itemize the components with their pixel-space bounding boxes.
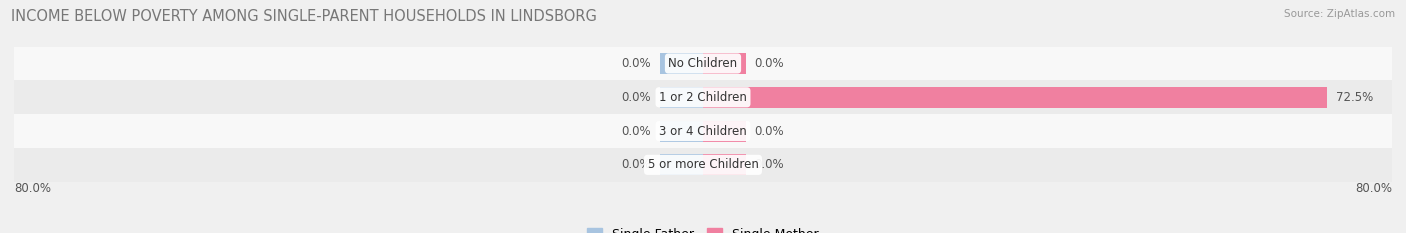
Bar [659,87,703,108]
Bar [14,47,1392,80]
Text: Source: ZipAtlas.com: Source: ZipAtlas.com [1284,9,1395,19]
Bar [703,121,747,141]
Text: 80.0%: 80.0% [14,182,51,195]
Text: No Children: No Children [668,57,738,70]
Text: 5 or more Children: 5 or more Children [648,158,758,171]
Legend: Single Father, Single Mother: Single Father, Single Mother [582,223,824,233]
Bar [659,121,703,141]
Bar [703,53,747,74]
Text: 1 or 2 Children: 1 or 2 Children [659,91,747,104]
Text: 80.0%: 80.0% [1355,182,1392,195]
Text: 0.0%: 0.0% [755,125,785,137]
Bar [14,148,1392,182]
Text: 3 or 4 Children: 3 or 4 Children [659,125,747,137]
Text: INCOME BELOW POVERTY AMONG SINGLE-PARENT HOUSEHOLDS IN LINDSBORG: INCOME BELOW POVERTY AMONG SINGLE-PARENT… [11,9,598,24]
Text: 0.0%: 0.0% [621,57,651,70]
Bar [703,87,1327,108]
Text: 0.0%: 0.0% [621,158,651,171]
Bar [703,154,747,175]
Bar [14,80,1392,114]
Text: 0.0%: 0.0% [621,125,651,137]
Text: 0.0%: 0.0% [755,158,785,171]
Bar [659,53,703,74]
Text: 0.0%: 0.0% [621,91,651,104]
Text: 72.5%: 72.5% [1336,91,1374,104]
Bar [659,154,703,175]
Text: 0.0%: 0.0% [755,57,785,70]
Bar [14,114,1392,148]
